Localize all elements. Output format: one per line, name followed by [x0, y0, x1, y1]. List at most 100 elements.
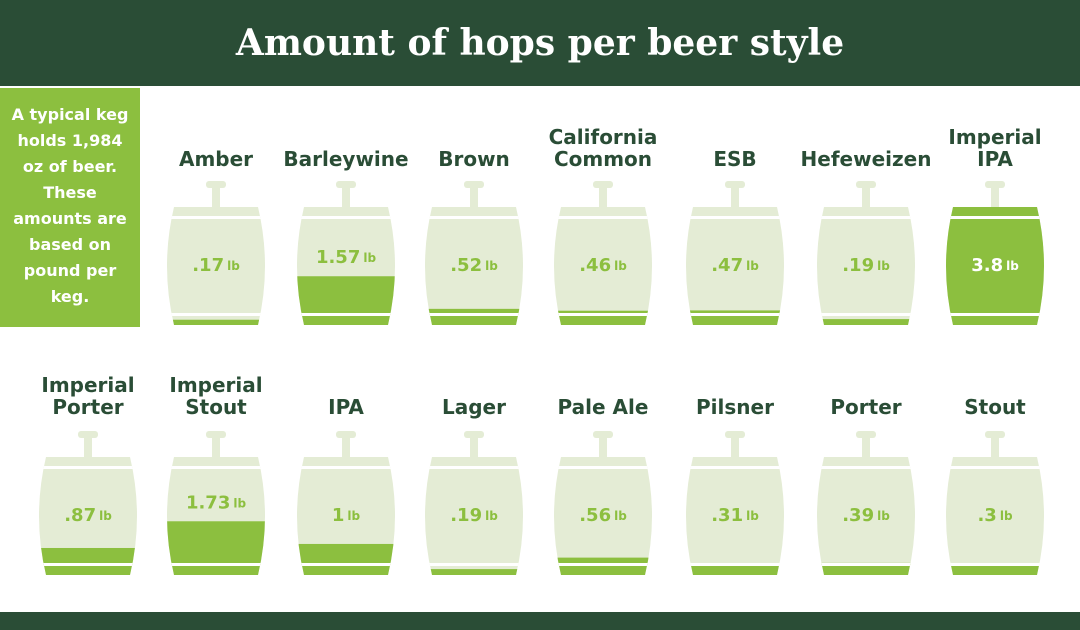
amount-unit: lb — [614, 509, 627, 523]
keg-body — [686, 457, 784, 575]
keg-rim — [42, 563, 134, 566]
keg-rim — [557, 563, 649, 566]
beer-style-name: California Common — [548, 125, 658, 171]
keg-rim — [689, 313, 781, 316]
keg-fill — [39, 547, 137, 575]
keg-rim — [820, 313, 912, 316]
amount-label: .19 lb — [450, 505, 498, 526]
beer-style-name: Brown — [438, 147, 510, 171]
keg-rim — [300, 466, 392, 469]
keg-tap — [470, 185, 478, 207]
amount-value: 3.8 — [971, 255, 1003, 276]
amount-label: .19 lb — [842, 255, 890, 276]
amount-unit: lb — [227, 259, 240, 273]
keg-tap — [862, 185, 870, 207]
keg-rim — [949, 313, 1041, 316]
keg-tap-cap — [593, 431, 613, 438]
amount-value: .19 — [842, 255, 874, 276]
amount-unit: lb — [1006, 259, 1019, 273]
keg-tap-cap — [464, 431, 484, 438]
amount-value: .39 — [842, 505, 874, 526]
keg-tap — [991, 185, 999, 207]
amount-unit: lb — [347, 509, 360, 523]
keg-body — [425, 457, 523, 575]
beer-style-name: Pale Ale — [557, 395, 649, 419]
keg-rim — [170, 466, 262, 469]
keg-tap-cap — [464, 181, 484, 188]
keg-rim — [820, 216, 912, 219]
amount-label: .31 lb — [711, 505, 759, 526]
keg-body — [817, 457, 915, 575]
title: Amount of hops per beer style — [235, 22, 845, 64]
amount-label: .52 lb — [450, 255, 498, 276]
keg-tap — [731, 185, 739, 207]
keg-rim — [949, 216, 1041, 219]
beer-style-name: Hefeweizen — [800, 147, 932, 171]
keg-body — [167, 207, 265, 325]
keg-rim — [557, 216, 649, 219]
keg-tap-cap — [336, 431, 356, 438]
keg-tap-cap — [336, 181, 356, 188]
keg-fill — [297, 543, 395, 575]
keg-fill — [425, 569, 523, 575]
beer-style-name: IPA — [328, 395, 364, 419]
keg-tap-cap — [593, 181, 613, 188]
keg-rim — [300, 313, 392, 316]
keg-rim — [300, 563, 392, 566]
keg-tap-cap — [725, 181, 745, 188]
amount-value: 1.73 — [186, 492, 230, 513]
beer-style-name: Lager — [442, 395, 506, 419]
amount-unit: lb — [614, 259, 627, 273]
keg-tap — [862, 435, 870, 457]
keg-body — [554, 457, 652, 575]
keg-tap — [991, 435, 999, 457]
keg-rim — [949, 563, 1041, 566]
keg-tap-cap — [985, 431, 1005, 438]
beer-style-name: Imperial Stout — [169, 373, 263, 419]
keg-tap — [342, 435, 350, 457]
amount-label: .46 lb — [579, 255, 627, 276]
keg-rim — [689, 466, 781, 469]
amount-unit: lb — [746, 509, 759, 523]
keg-fill — [554, 557, 652, 575]
footer-bar — [0, 612, 1080, 630]
keg-tap — [342, 185, 350, 207]
keg-rim — [820, 563, 912, 566]
note: A typical keg holds 1,984 oz of beer. Th… — [11, 105, 129, 306]
keg-body — [425, 207, 523, 325]
keg-rim — [689, 563, 781, 566]
keg-fill — [554, 310, 652, 325]
amount-unit: lb — [877, 259, 890, 273]
keg-tap — [731, 435, 739, 457]
amount-label: .56 lb — [579, 505, 627, 526]
amount-unit: lb — [233, 496, 246, 510]
amount-label: 1 lb — [332, 505, 361, 526]
beer-style-name: Porter — [830, 395, 902, 419]
amount-label: .17 lb — [192, 255, 240, 276]
amount-unit: lb — [877, 509, 890, 523]
keg-fill — [167, 521, 265, 575]
keg-tap-cap — [725, 431, 745, 438]
amount-label: 3.8 lb — [971, 255, 1019, 276]
keg-rim — [170, 313, 262, 316]
keg-rim — [949, 466, 1041, 469]
amount-unit: lb — [99, 509, 112, 523]
amount-label: .3 lb — [977, 505, 1012, 526]
keg-tap — [599, 185, 607, 207]
amount-label: .39 lb — [842, 505, 890, 526]
keg-rim — [300, 216, 392, 219]
keg-body — [39, 457, 137, 575]
beer-style-name: Imperial IPA — [948, 125, 1042, 171]
beer-style-name: Imperial Porter — [41, 373, 135, 419]
keg-rim — [42, 466, 134, 469]
keg-rim — [170, 563, 262, 566]
keg-tap-cap — [985, 181, 1005, 188]
amount-unit: lb — [485, 509, 498, 523]
amount-unit: lb — [746, 259, 759, 273]
amount-value: .31 — [711, 505, 743, 526]
keg-rim — [428, 216, 520, 219]
keg-rim — [820, 466, 912, 469]
beer-style-name: Pilsner — [696, 395, 774, 419]
keg-tap — [212, 435, 220, 457]
